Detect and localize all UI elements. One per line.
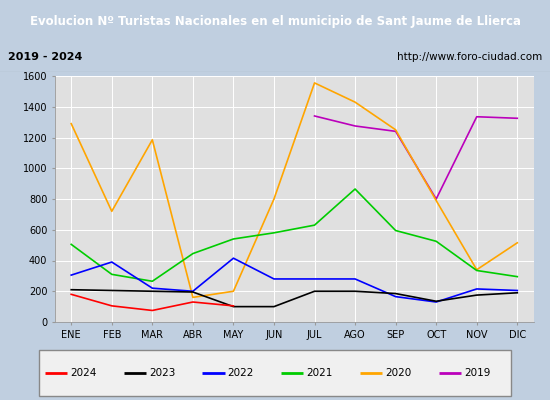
Text: 2024: 2024 xyxy=(70,368,96,378)
Text: Evolucion Nº Turistas Nacionales en el municipio de Sant Jaume de Llierca: Evolucion Nº Turistas Nacionales en el m… xyxy=(30,14,520,28)
Text: 2022: 2022 xyxy=(228,368,254,378)
Text: 2021: 2021 xyxy=(306,368,333,378)
Text: 2019 - 2024: 2019 - 2024 xyxy=(8,52,82,62)
Text: 2020: 2020 xyxy=(386,368,411,378)
Text: 2023: 2023 xyxy=(149,368,175,378)
Text: 2019: 2019 xyxy=(464,368,491,378)
Text: http://www.foro-ciudad.com: http://www.foro-ciudad.com xyxy=(397,52,542,62)
